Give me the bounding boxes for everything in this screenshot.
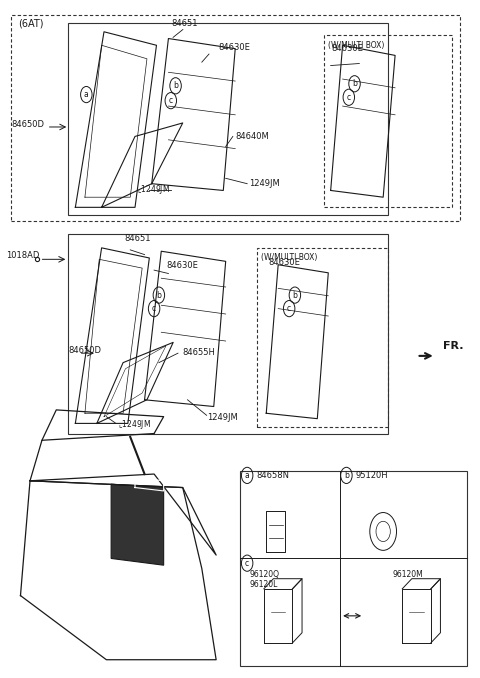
Text: c: c — [152, 304, 156, 313]
Text: 84630E: 84630E — [166, 261, 198, 270]
Text: 95120H: 95120H — [356, 471, 388, 480]
Text: (W/MULTI BOX): (W/MULTI BOX) — [262, 253, 318, 262]
Text: 1018AD: 1018AD — [6, 251, 39, 260]
Text: 84651: 84651 — [172, 20, 198, 28]
Text: 1249JM: 1249JM — [206, 413, 237, 422]
Text: c: c — [347, 93, 351, 102]
Text: b: b — [156, 291, 161, 300]
Text: c: c — [169, 96, 173, 105]
Text: 84630E: 84630E — [331, 44, 363, 54]
Text: b: b — [344, 471, 349, 480]
Text: $\llcorner$1249JM: $\llcorner$1249JM — [118, 418, 151, 431]
Text: c: c — [245, 559, 249, 567]
Text: b: b — [292, 291, 297, 300]
Text: 96120Q: 96120Q — [250, 570, 279, 579]
Text: (6AT): (6AT) — [18, 18, 44, 28]
Text: 84650D: 84650D — [11, 120, 44, 129]
Text: 84655H: 84655H — [183, 348, 216, 357]
Text: 84651: 84651 — [124, 234, 151, 243]
Text: a: a — [245, 471, 250, 480]
Text: 84658N: 84658N — [256, 471, 289, 480]
Text: 84630E: 84630E — [218, 43, 251, 52]
Text: (W/MULTI BOX): (W/MULTI BOX) — [328, 41, 384, 49]
Text: a: a — [84, 90, 89, 99]
Text: 84640M: 84640M — [235, 132, 269, 141]
Text: b: b — [352, 79, 357, 88]
Text: 1249JM: 1249JM — [250, 180, 280, 188]
Text: $\llcorner$1249JM: $\llcorner$1249JM — [137, 183, 170, 196]
Text: c: c — [287, 304, 291, 313]
Text: FR.: FR. — [443, 341, 463, 351]
Text: 96120M: 96120M — [393, 570, 423, 579]
Text: 84630E: 84630E — [268, 258, 300, 266]
Text: 84650D: 84650D — [68, 346, 101, 355]
Polygon shape — [111, 484, 164, 565]
Text: 96120L: 96120L — [250, 580, 278, 589]
Text: b: b — [173, 81, 178, 90]
